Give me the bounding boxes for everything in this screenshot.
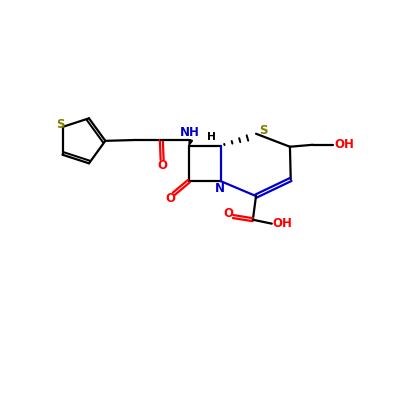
Text: N: N <box>215 182 225 195</box>
Text: O: O <box>157 159 167 172</box>
Text: H: H <box>207 132 216 142</box>
Text: OH: OH <box>272 217 292 230</box>
Polygon shape <box>189 140 192 146</box>
Text: O: O <box>223 206 233 220</box>
Text: NH: NH <box>180 126 200 139</box>
Text: S: S <box>259 124 267 137</box>
Text: OH: OH <box>334 138 354 151</box>
Text: S: S <box>56 118 65 131</box>
Text: O: O <box>165 192 175 205</box>
